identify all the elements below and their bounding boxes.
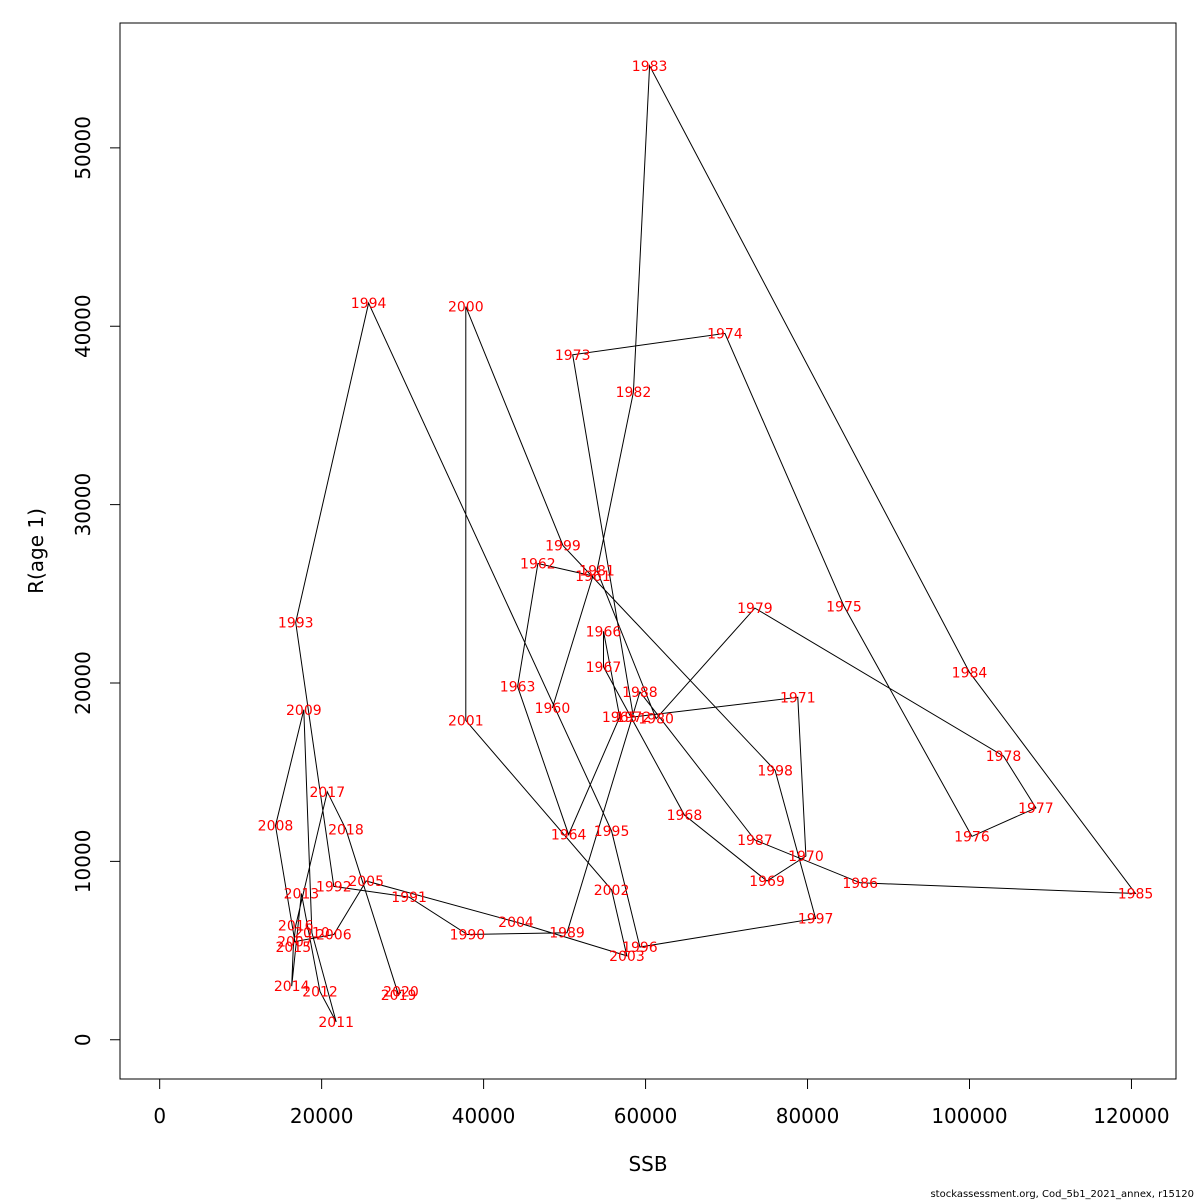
point-label-1960: 1960 (535, 701, 571, 717)
point-label-1995: 1995 (594, 824, 630, 840)
y-axis-title: R(age 1) (24, 508, 48, 594)
point-label-2011: 2011 (318, 1015, 354, 1031)
y-tick-label: 20000 (71, 651, 95, 715)
point-label-1981: 1981 (579, 564, 615, 580)
point-label-1972: 1972 (616, 710, 652, 726)
point-label-2019: 2019 (381, 988, 417, 1004)
point-label-1983: 1983 (632, 59, 668, 75)
point-label-1975: 1975 (826, 599, 862, 615)
point-label-2005: 2005 (348, 874, 384, 890)
series-line (274, 63, 1137, 1023)
point-label-1993: 1993 (278, 615, 314, 631)
point-label-1976: 1976 (954, 829, 990, 845)
point-label-2002: 2002 (594, 883, 630, 899)
point-label-1988: 1988 (622, 685, 658, 701)
x-tick-label: 100000 (931, 1104, 1007, 1128)
point-label-2010: 2010 (294, 926, 330, 942)
series-polyline (274, 63, 1137, 1023)
point-label-1963: 1963 (500, 680, 536, 696)
point-label-2012: 2012 (302, 985, 338, 1001)
point-label-1986: 1986 (842, 876, 878, 892)
x-tick-label: 80000 (776, 1104, 840, 1128)
point-label-2013: 2013 (284, 886, 320, 902)
point-label-1978: 1978 (986, 749, 1022, 765)
point-label-1971: 1971 (780, 690, 816, 706)
point-label-2001: 2001 (448, 713, 484, 729)
x-axis-title: SSB (628, 1152, 667, 1176)
point-label-1980: 1980 (638, 712, 674, 728)
point-label-1968: 1968 (667, 808, 703, 824)
y-tick-label: 10000 (71, 830, 95, 894)
point-label-1967: 1967 (586, 660, 622, 676)
x-tick-label: 120000 (1093, 1104, 1169, 1128)
point-label-1990: 1990 (450, 928, 486, 944)
x-tick-label: 0 (153, 1104, 166, 1128)
y-axis: 0 10000 20000 30000 40000 50000 (71, 116, 121, 1046)
y-tick-label: 50000 (71, 116, 95, 180)
point-label-1973: 1973 (555, 348, 591, 364)
point-label-2008: 2008 (258, 819, 294, 835)
point-label-1984: 1984 (952, 665, 988, 681)
point-label-1982: 1982 (616, 385, 652, 401)
point-label-2015: 2015 (275, 940, 311, 956)
point-label-1969: 1969 (749, 874, 785, 890)
point-label-2014: 2014 (274, 979, 310, 995)
point-label-1965: 1965 (602, 710, 638, 726)
point-label-2020: 2020 (383, 985, 419, 1001)
point-label-1989: 1989 (549, 926, 585, 942)
credit-text: stockassessment.org, Cod_5b1_2021_annex,… (930, 1189, 1194, 1200)
x-tick-label: 20000 (290, 1104, 354, 1128)
y-tick-label: 30000 (71, 473, 95, 537)
point-label-1991: 1991 (391, 890, 427, 906)
point-label-1985: 1985 (1118, 886, 1154, 902)
x-tick-label: 40000 (452, 1104, 516, 1128)
point-label-1977: 1977 (1018, 801, 1054, 817)
point-label-2016: 2016 (278, 919, 314, 935)
point-labels: 1960 1961 1962 1963 1964 1965 1966 1967 1968 1969… (258, 59, 1154, 1031)
point-label-1987: 1987 (737, 833, 773, 849)
point-label-1992: 1992 (316, 879, 352, 895)
point-label-1966: 1966 (586, 624, 622, 640)
point-label-2007: 2007 (277, 935, 313, 951)
point-label-1996: 1996 (622, 940, 658, 956)
point-label-1974: 1974 (707, 326, 743, 342)
point-label-1970: 1970 (788, 849, 824, 865)
point-label-1999: 1999 (545, 539, 581, 555)
point-label-1964: 1964 (551, 828, 587, 844)
point-label-1994: 1994 (351, 296, 387, 312)
point-label-1997: 1997 (798, 911, 834, 927)
point-label-1979: 1979 (737, 601, 773, 617)
x-axis: 0 20000 40000 60000 80000 100000 120000 (153, 1078, 1170, 1128)
x-tick-label: 60000 (614, 1104, 678, 1128)
point-label-2004: 2004 (498, 915, 534, 931)
point-label-2003: 2003 (609, 949, 645, 965)
y-tick-label: 40000 (71, 294, 95, 358)
point-label-2006: 2006 (316, 928, 352, 944)
y-tick-label: 0 (71, 1033, 95, 1046)
point-label-2018: 2018 (328, 822, 364, 838)
point-label-2017: 2017 (309, 785, 345, 801)
point-label-2009: 2009 (286, 703, 322, 719)
point-label-1998: 1998 (757, 763, 793, 779)
point-label-1962: 1962 (520, 556, 556, 572)
point-label-2000: 2000 (448, 300, 484, 316)
point-label-1961: 1961 (575, 569, 611, 585)
